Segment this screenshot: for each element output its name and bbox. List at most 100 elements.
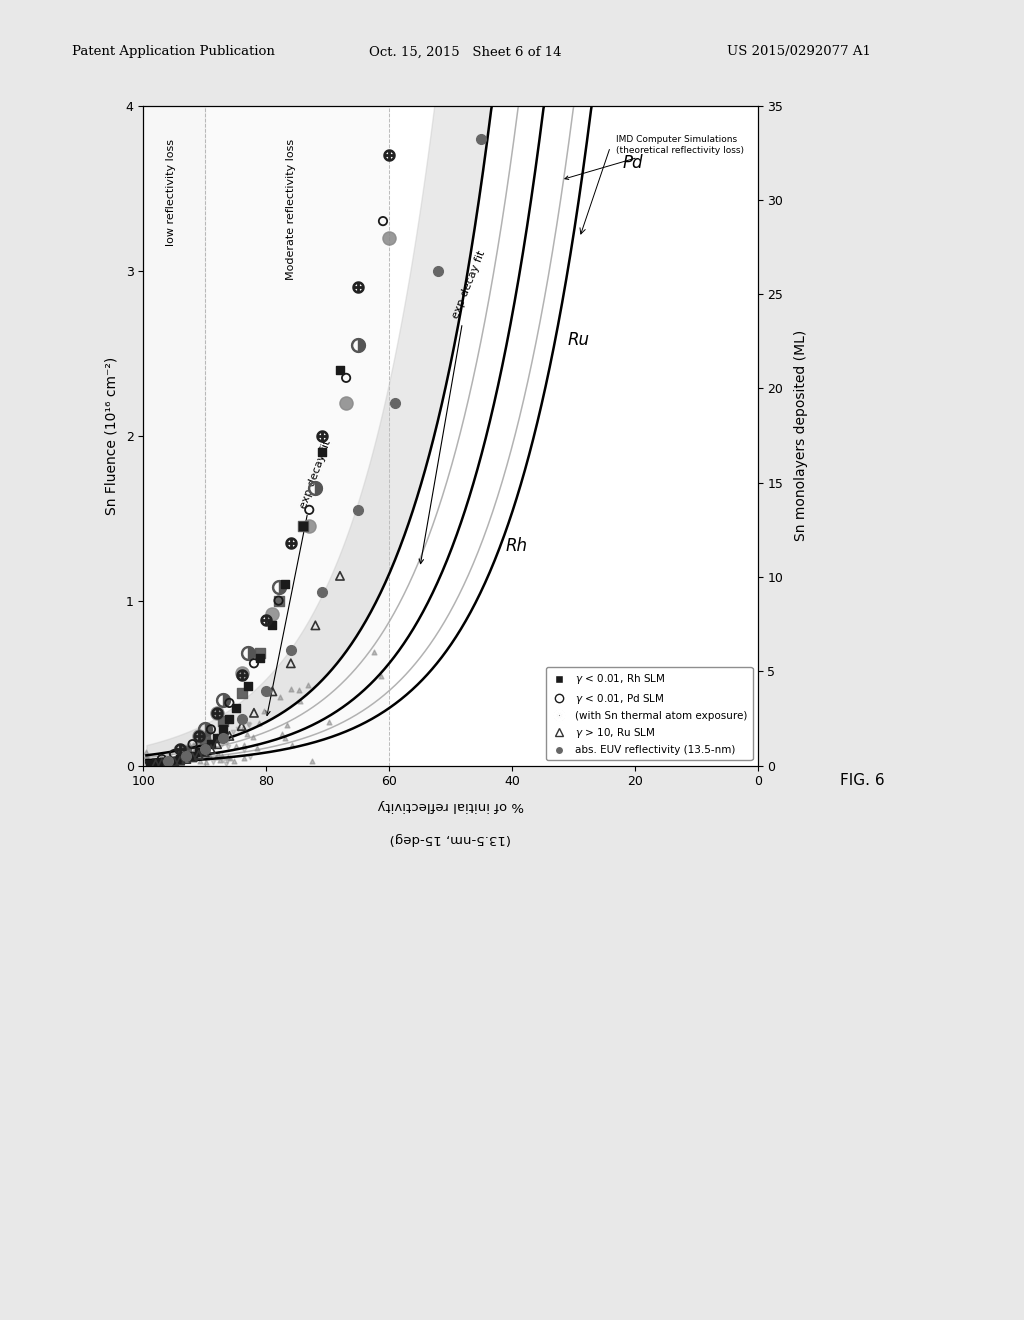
Point [205,751,221,772]
Point [236,735,252,756]
Point [203,731,219,752]
Point [251,713,267,734]
Text: Oct. 15, 2015   Sheet 6 of 14: Oct. 15, 2015 Sheet 6 of 14 [369,45,561,58]
Point [153,746,169,767]
Point [180,733,197,754]
Text: Pd: Pd [623,154,643,173]
Point [245,726,261,747]
Text: Patent Application Publication: Patent Application Publication [72,45,274,58]
Point [338,367,354,388]
Point [139,747,156,768]
Text: Rh: Rh [506,537,527,556]
Point [240,713,256,734]
Point [218,721,234,742]
Point [214,746,230,767]
Point [167,738,183,759]
Point [209,725,225,746]
Point [225,750,242,771]
Point [168,754,184,775]
Point [201,744,217,766]
Point [252,648,268,669]
Point [366,642,382,663]
Point [264,615,281,636]
Point [185,741,202,762]
Text: Ru: Ru [567,331,589,348]
Text: FIG. 6: FIG. 6 [840,774,885,788]
Point [201,727,217,748]
Point [154,748,170,770]
Point [176,737,193,758]
Point [300,675,316,696]
Text: low reflectivity loss: low reflectivity loss [166,139,176,246]
Point [273,723,290,744]
Point [220,747,237,768]
Text: % of initial reflectivity: % of initial reflectivity [377,799,524,812]
Point [166,751,182,772]
Point [204,731,220,752]
Point [295,516,311,537]
Point [154,752,170,774]
Point [191,742,208,763]
Point [240,676,256,697]
Point [210,731,226,752]
Point [190,744,207,766]
Point [225,721,242,742]
Point [176,737,193,758]
Point [221,747,238,768]
Legend: $\gamma$ < 0.01, Rh SLM, $\gamma$ < 0.01, Pd SLM, (with Sn thermal atom exposure: $\gamma$ < 0.01, Rh SLM, $\gamma$ < 0.01… [546,667,753,760]
Text: Moderate reflectivity loss: Moderate reflectivity loss [286,139,296,280]
Point [197,739,213,760]
Point [387,392,403,413]
Text: (13.5-nm, 15-deg): (13.5-nm, 15-deg) [390,832,511,845]
Point [197,739,213,760]
Point [221,726,238,747]
Point [233,715,250,737]
Point [167,747,183,768]
Point [219,750,236,771]
Point [203,733,219,754]
Point [166,750,182,771]
Point [172,750,188,771]
Point [160,751,176,772]
Point [191,734,208,755]
Point [154,748,170,770]
Point [228,735,245,756]
Point [301,516,317,537]
Point [242,714,258,735]
Point [199,747,215,768]
Point [159,752,175,774]
Point [180,738,197,759]
Point [213,723,229,744]
Point [283,640,299,661]
Point [184,744,201,766]
Text: exp decay fit: exp decay fit [419,249,487,564]
Point [270,590,287,611]
Point [139,751,156,772]
Point [236,718,252,739]
Point [145,754,162,775]
Point [173,741,189,762]
Point [229,718,246,739]
Point [148,748,165,770]
Point [283,678,299,700]
Point [191,733,208,754]
Point [221,709,238,730]
Point [193,751,209,772]
Point [184,747,201,768]
Point [301,499,317,520]
Point [219,737,236,758]
Point [197,742,213,763]
Point [292,690,308,711]
Point [236,741,252,762]
Point [184,734,201,755]
Point [160,752,176,774]
Point [141,754,158,775]
Point [215,727,231,748]
Point [375,211,391,232]
Point [138,742,155,763]
Point [236,747,252,768]
Point [157,754,173,775]
Point [178,739,195,760]
Point [147,754,164,775]
Point [178,741,195,762]
